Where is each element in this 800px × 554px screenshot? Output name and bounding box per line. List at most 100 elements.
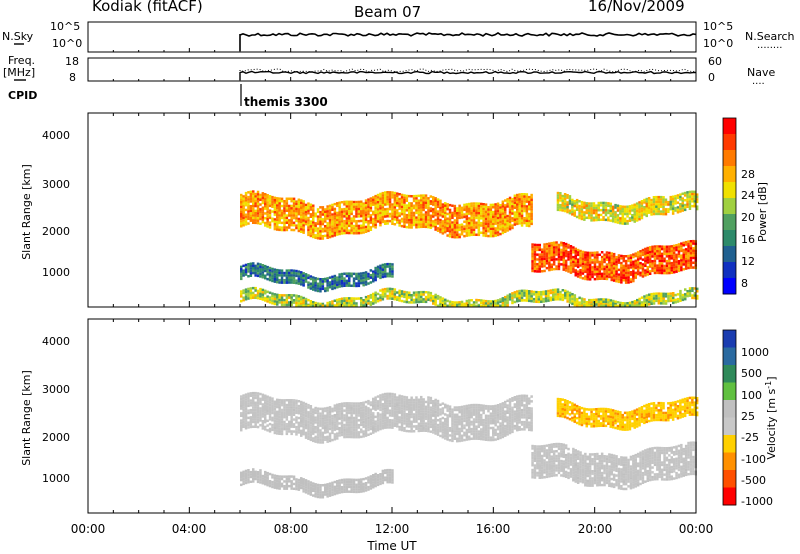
heatmap-cell	[657, 292, 661, 295]
heatmap-cell	[679, 294, 682, 298]
heatmap-cell	[578, 214, 581, 217]
heatmap-cell	[494, 210, 497, 213]
heatmap-cell	[376, 272, 380, 276]
heatmap-cell	[403, 220, 406, 224]
heatmap-cell	[244, 270, 248, 274]
heatmap-cell	[328, 231, 332, 234]
heatmap-cell	[268, 211, 272, 215]
heatmap-cell	[472, 231, 476, 234]
heatmap-cell	[489, 218, 493, 221]
heatmap-cell	[252, 396, 255, 400]
heatmap-cell	[367, 407, 370, 410]
heatmap-cell	[280, 420, 284, 424]
heatmap-cell	[627, 276, 630, 279]
heatmap-cell	[264, 299, 267, 302]
heatmap-cell	[434, 211, 437, 214]
heatmap-cell	[314, 435, 317, 439]
heatmap-cell	[604, 209, 608, 212]
heatmap-cell	[379, 202, 382, 205]
heatmap-cell	[386, 423, 389, 427]
heatmap-cell	[280, 430, 284, 433]
heatmap-cell	[312, 427, 315, 431]
heatmap-cell	[273, 223, 277, 226]
heatmap-cell	[602, 300, 605, 304]
heatmap-cell	[314, 236, 317, 239]
heatmap-cell	[475, 202, 478, 205]
heatmap-cell	[360, 272, 363, 275]
heatmap-cell	[271, 297, 274, 300]
heatmap-cell	[602, 304, 605, 308]
heatmap-cell	[482, 224, 485, 228]
heatmap-cell	[264, 404, 267, 407]
heatmap-cell	[403, 415, 406, 418]
heatmap-cell	[348, 404, 351, 407]
heatmap-cell	[290, 197, 293, 200]
heatmap-cell	[319, 414, 322, 418]
heatmap-cell	[369, 427, 373, 431]
heatmap-cell	[276, 213, 279, 217]
heatmap-cell	[689, 240, 693, 243]
heatmap-cell	[516, 222, 519, 226]
heatmap-cell	[531, 262, 534, 265]
heatmap-cell	[520, 200, 524, 203]
heatmap-cell	[588, 268, 592, 271]
heatmap-cell	[312, 235, 315, 239]
power-colorbar	[723, 118, 736, 295]
heatmap-cell	[408, 430, 411, 433]
heatmap-cell	[316, 215, 320, 218]
heatmap-cell	[369, 202, 373, 205]
heatmap-cell	[268, 204, 272, 208]
heatmap-cell	[256, 292, 260, 295]
heatmap-cell	[518, 219, 521, 223]
heatmap-cell	[292, 418, 296, 421]
heatmap-cell	[338, 278, 341, 281]
heatmap-cell	[689, 247, 693, 250]
heatmap-cell	[511, 219, 514, 222]
heatmap-cell	[391, 419, 394, 422]
heatmap-cell	[242, 204, 245, 208]
heatmap-cell	[352, 435, 356, 439]
heatmap-cell	[345, 210, 349, 213]
heatmap-cell	[302, 418, 305, 421]
heatmap-cell	[300, 295, 303, 299]
heatmap-cell	[650, 206, 653, 209]
heatmap-cell	[532, 290, 536, 294]
heatmap-cell	[396, 194, 399, 198]
heatmap-cell	[588, 263, 592, 267]
heatmap-cell	[525, 195, 529, 199]
heatmap-cell	[350, 426, 353, 429]
heatmap-cell	[465, 212, 469, 216]
heatmap-cell	[340, 284, 344, 288]
heatmap-cell	[340, 402, 344, 405]
heatmap-cell	[256, 209, 260, 213]
heatmap-cell	[254, 219, 257, 222]
heatmap-cell	[376, 412, 380, 415]
heatmap-cell	[545, 259, 549, 263]
heatmap-cell	[295, 272, 298, 275]
heatmap-cell	[321, 434, 325, 437]
heatmap-cell	[672, 254, 676, 257]
heatmap-cell	[465, 224, 469, 228]
heatmap-cell	[520, 193, 524, 196]
heatmap-cell	[691, 287, 694, 290]
heatmap-cell	[328, 408, 332, 411]
heatmap-cell	[391, 297, 394, 300]
heatmap-cell	[309, 438, 313, 442]
heatmap-cell	[244, 201, 248, 204]
heatmap-cell	[658, 259, 661, 263]
heatmap-cell	[405, 420, 409, 423]
heatmap-cell	[612, 264, 616, 268]
heatmap-cell	[357, 275, 361, 278]
heatmap-cell	[563, 193, 567, 196]
heatmap-cell	[278, 228, 281, 232]
heatmap-cell	[396, 202, 399, 205]
heatmap-cell	[530, 220, 533, 223]
heatmap-cell	[436, 210, 440, 213]
heatmap-cell	[439, 218, 442, 222]
heatmap-cell	[405, 300, 409, 304]
heatmap-cell	[288, 425, 291, 428]
heatmap-cell	[391, 412, 394, 415]
heatmap-cell	[376, 400, 380, 403]
heatmap-cell	[343, 284, 346, 287]
heatmap-cell	[331, 422, 334, 425]
